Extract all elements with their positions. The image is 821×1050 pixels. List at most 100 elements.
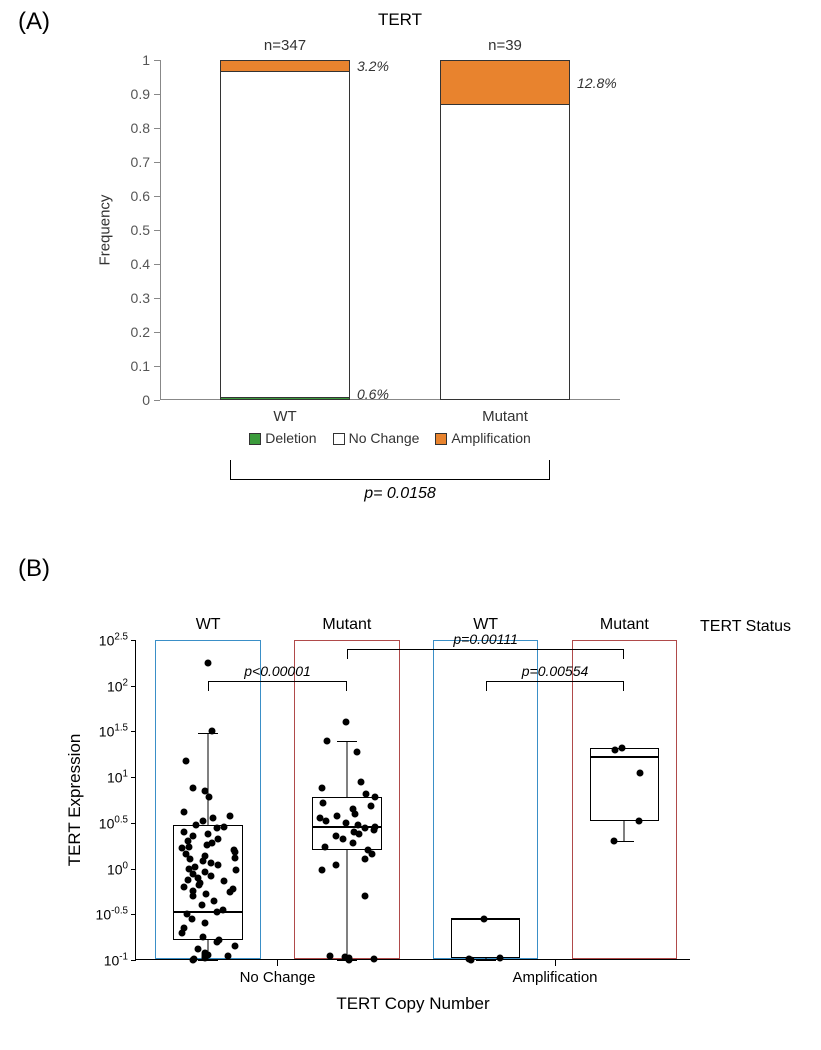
data-point xyxy=(180,808,187,815)
data-point xyxy=(204,659,211,666)
data-point xyxy=(189,915,196,922)
significance-bracket xyxy=(208,681,347,691)
y-tick-label: 10-1 xyxy=(104,952,136,969)
pct-label-amp: 12.8% xyxy=(569,75,617,91)
data-point xyxy=(350,839,357,846)
data-point xyxy=(211,897,218,904)
data-point xyxy=(342,819,349,826)
pvalue-label: p=0.00554 xyxy=(522,663,589,679)
data-point xyxy=(189,893,196,900)
legend-item: Amplification xyxy=(435,430,530,446)
iqr-box xyxy=(590,748,659,821)
data-point xyxy=(618,744,625,751)
panel-a: TERT Frequency 00.10.20.30.40.50.60.70.8… xyxy=(90,10,710,530)
data-point xyxy=(333,812,340,819)
data-point xyxy=(323,737,330,744)
y-tick-label: 0.3 xyxy=(131,290,160,306)
data-point xyxy=(186,843,193,850)
segment-deletion xyxy=(221,397,349,399)
pvalue-label: p=0.00111 xyxy=(453,631,518,647)
x-category-label: Mutant xyxy=(482,400,528,425)
data-point xyxy=(187,856,194,863)
data-point xyxy=(327,953,334,960)
data-point xyxy=(345,957,352,964)
data-point xyxy=(214,909,221,916)
data-point xyxy=(208,860,215,867)
y-tick-label: 0.8 xyxy=(131,120,160,136)
segment-no-change xyxy=(441,105,569,399)
data-point xyxy=(203,891,210,898)
legend-swatch xyxy=(333,433,345,445)
group-label: WT xyxy=(196,616,221,634)
data-point xyxy=(196,882,203,889)
whisker xyxy=(624,821,625,841)
data-point xyxy=(635,818,642,825)
y-tick-label: 0.5 xyxy=(131,222,160,238)
data-point xyxy=(182,757,189,764)
y-tick-label: 0.4 xyxy=(131,256,160,272)
whisker xyxy=(208,733,209,824)
data-point xyxy=(319,867,326,874)
y-tick-label: 10-0.5 xyxy=(96,906,136,923)
data-point xyxy=(611,746,618,753)
legend-swatch xyxy=(249,433,261,445)
data-point xyxy=(215,836,222,843)
data-point xyxy=(224,953,231,960)
segment-amplification xyxy=(441,61,569,105)
data-point xyxy=(637,769,644,776)
data-point xyxy=(318,785,325,792)
n-label: n=39 xyxy=(488,37,522,54)
data-point xyxy=(185,876,192,883)
bracket-a xyxy=(230,460,550,480)
y-tick-label: 0.6 xyxy=(131,188,160,204)
data-point xyxy=(215,861,222,868)
data-point xyxy=(192,863,199,870)
data-point xyxy=(227,812,234,819)
whisker xyxy=(346,741,347,798)
y-tick-label: 0.1 xyxy=(131,358,160,374)
data-point xyxy=(199,818,206,825)
whisker-cap xyxy=(337,741,357,742)
data-point xyxy=(370,956,377,963)
significance-bracket xyxy=(347,649,625,659)
data-point xyxy=(368,850,375,857)
data-point xyxy=(204,841,211,848)
iqr-box xyxy=(451,919,520,958)
y-axis-title-b: TERT Expression xyxy=(65,734,85,867)
whisker-cap xyxy=(614,841,634,842)
whisker-cap xyxy=(476,960,496,961)
data-point xyxy=(610,838,617,845)
data-point xyxy=(322,818,329,825)
chart-a-title: TERT xyxy=(378,10,422,30)
data-point xyxy=(205,794,212,801)
data-point xyxy=(231,854,238,861)
stacked-bar: n=3912.8% xyxy=(440,60,570,400)
data-point xyxy=(340,836,347,843)
data-point xyxy=(342,719,349,726)
segment-no-change xyxy=(221,72,349,397)
y-axis-title-a: Frequency xyxy=(97,195,114,266)
data-point xyxy=(210,815,217,822)
data-point xyxy=(192,821,199,828)
data-point xyxy=(361,825,368,832)
y-tick-label: 102.5 xyxy=(99,632,136,649)
x-tick xyxy=(555,960,556,966)
data-point xyxy=(367,803,374,810)
data-point xyxy=(363,790,370,797)
group-label: Mutant xyxy=(322,616,371,634)
data-point xyxy=(189,957,196,964)
data-point xyxy=(362,893,369,900)
x-axis-title-b: TERT Copy Number xyxy=(336,959,489,1014)
segment-amplification xyxy=(221,61,349,72)
data-point xyxy=(178,929,185,936)
data-point xyxy=(202,920,209,927)
legend-item: Deletion xyxy=(249,430,316,446)
data-point xyxy=(208,728,215,735)
data-point xyxy=(200,858,207,865)
tert-status-label: TERT Status xyxy=(700,618,791,636)
data-point xyxy=(207,872,214,879)
data-point xyxy=(199,902,206,909)
n-label: n=347 xyxy=(264,37,306,54)
pvalue-label: p<0.00001 xyxy=(244,663,311,679)
whisker xyxy=(346,850,347,960)
